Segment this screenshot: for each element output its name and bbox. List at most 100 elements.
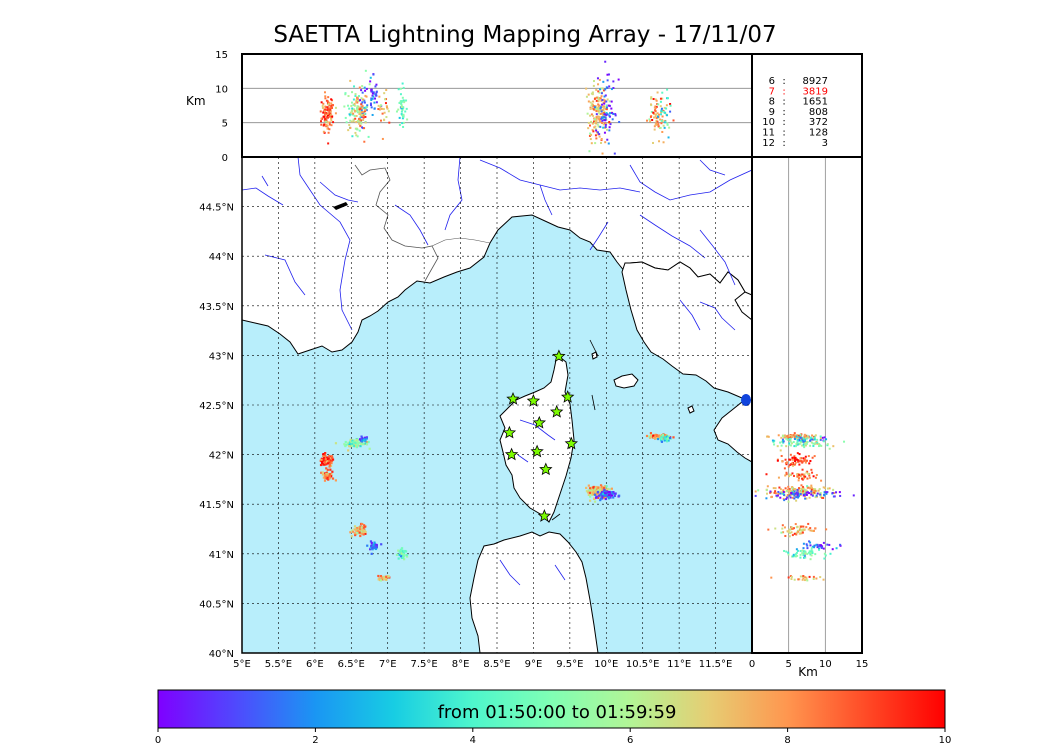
altitude-point [401, 100, 404, 103]
side-point [823, 557, 826, 560]
side-point [804, 455, 807, 458]
source-point [664, 436, 667, 439]
map-ytick-label: 43.5°N [199, 302, 234, 313]
side-point [803, 552, 806, 555]
altitude-point [650, 96, 653, 99]
rivers [242, 157, 752, 586]
side-point [811, 494, 814, 497]
source-point [585, 486, 588, 490]
source-point [605, 490, 608, 493]
map-xtick-label: 8.5°E [483, 659, 510, 670]
side-point [818, 488, 821, 491]
altitude-point [330, 102, 333, 105]
altitude-point [360, 111, 363, 114]
altitude-point [662, 110, 665, 113]
source-point [380, 577, 383, 580]
altitude-point [607, 142, 610, 145]
map-ytick-label: 42°N [209, 451, 234, 462]
altitude-point [354, 117, 357, 120]
altitude-point [371, 97, 374, 100]
side-point [801, 530, 804, 533]
altitude-point [654, 109, 657, 112]
altitude-point [326, 109, 329, 112]
source-point [361, 528, 364, 531]
side-point [795, 526, 798, 529]
altitude-point [656, 123, 659, 126]
altitude-point [659, 126, 662, 129]
source-point [374, 545, 377, 548]
altitude-point [601, 116, 604, 119]
side-point [787, 553, 790, 556]
altitude-point [406, 118, 409, 121]
altitude-point [600, 141, 603, 144]
altitude-point [401, 122, 404, 125]
altitude-point [655, 120, 658, 123]
altitude-point [351, 107, 354, 110]
side-point [776, 459, 779, 462]
source-point [649, 435, 653, 438]
source-point [328, 459, 331, 462]
altitude-point [666, 88, 669, 91]
source-point [612, 491, 615, 494]
side-point [824, 492, 827, 495]
source-point [348, 445, 351, 448]
source-point [344, 444, 347, 448]
altitude-point [361, 115, 364, 118]
altitude-point [351, 91, 354, 94]
side-point [802, 490, 805, 493]
side-point [799, 459, 802, 462]
altitude-point [609, 123, 612, 126]
source-point [387, 575, 390, 578]
altitude-point [661, 91, 664, 94]
altitude-point [327, 142, 330, 145]
side-point [791, 464, 794, 467]
altitude-point [669, 110, 672, 113]
side-point [785, 550, 788, 553]
source-point [667, 439, 670, 442]
side-point [819, 544, 822, 547]
side-point [785, 497, 788, 500]
count-stations: 11 [762, 128, 775, 139]
altitude-point [668, 126, 671, 129]
side-point [815, 494, 818, 497]
source-point [359, 442, 363, 445]
altitude-point [363, 107, 366, 110]
source-point [405, 553, 408, 557]
altitude-point [601, 87, 604, 90]
side-point [803, 442, 806, 445]
altitude-point [332, 121, 335, 124]
side-point [813, 443, 816, 446]
source-point [608, 496, 611, 499]
side-point [770, 496, 773, 499]
side-point [799, 433, 802, 436]
source-point [330, 473, 333, 477]
side-point [765, 473, 768, 476]
source-point [360, 439, 364, 443]
count-sep: : [782, 107, 785, 118]
altitude-point [379, 119, 382, 122]
side-point [823, 436, 826, 439]
side-point [795, 435, 798, 438]
altitude-point [362, 118, 365, 121]
side-point [797, 479, 800, 482]
side-point [801, 473, 804, 476]
side-point [833, 492, 836, 495]
side-point [798, 527, 801, 530]
source-point [610, 491, 614, 494]
source-point [604, 491, 607, 495]
altitude-point [655, 99, 658, 102]
side-point [816, 438, 819, 441]
side-point [804, 475, 807, 478]
altitude-point [604, 126, 607, 129]
altitude-point [603, 110, 606, 113]
side-point [766, 435, 769, 438]
side-point [767, 528, 770, 531]
side-point [802, 577, 805, 580]
side-point [801, 528, 804, 531]
source-point [349, 531, 352, 534]
station-marker [502, 425, 517, 439]
source-point [660, 439, 663, 442]
altitude-point [595, 129, 598, 132]
side-point [814, 489, 817, 492]
source-point [660, 440, 664, 443]
